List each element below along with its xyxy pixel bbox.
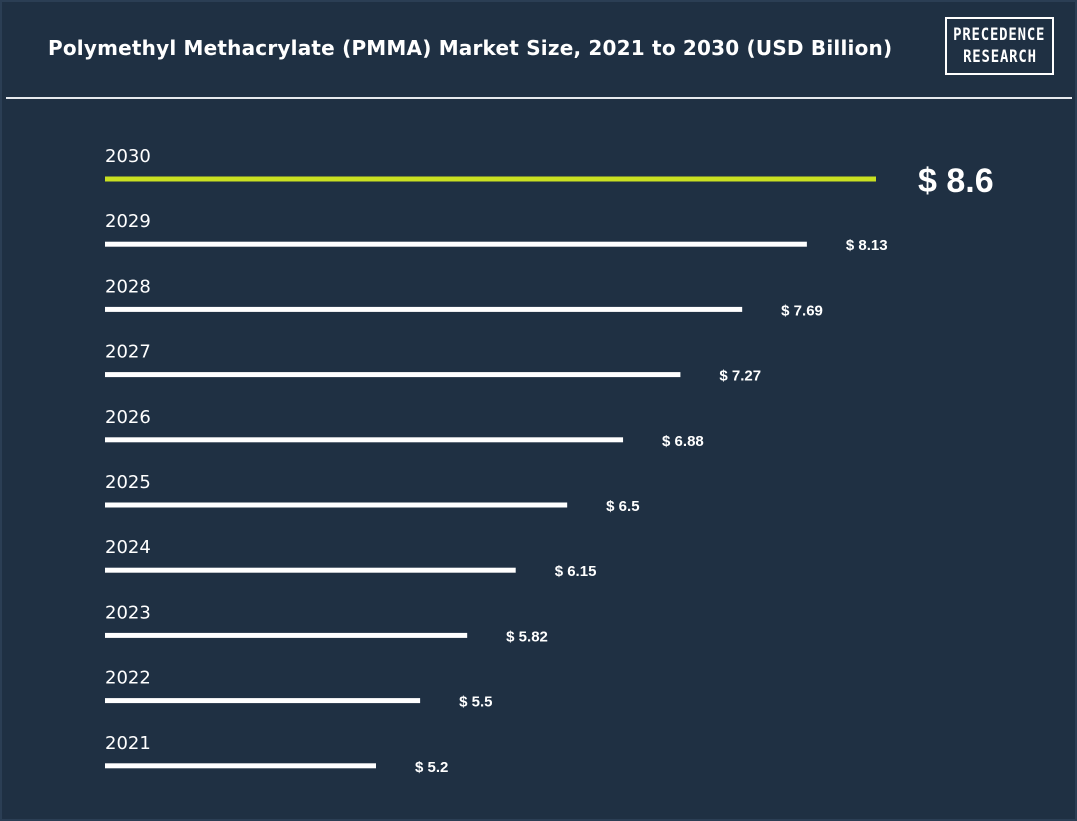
bar-2027 [105, 372, 681, 378]
category-label-2026: 2026 [105, 407, 151, 428]
bar-2026 [105, 437, 624, 443]
value-label-2030: $ 8.6 [918, 162, 994, 200]
value-label-2024: $ 6.15 [555, 563, 597, 580]
bar-2021 [105, 763, 376, 769]
bar-2025 [105, 502, 568, 508]
category-label-2025: 2025 [105, 472, 151, 493]
value-label-2023: $ 5.82 [506, 628, 548, 645]
category-label-2022: 2022 [105, 668, 151, 689]
logo-line-2: RESEARCH [962, 47, 1037, 67]
category-label-2027: 2027 [105, 342, 151, 363]
bar-2022 [105, 698, 421, 704]
bar-2024 [105, 567, 516, 573]
header-divider [6, 97, 1072, 99]
category-label-2023: 2023 [105, 602, 151, 623]
value-label-2029: $ 8.13 [846, 237, 888, 254]
value-label-2028: $ 7.69 [781, 302, 823, 319]
chart-title: Polymethyl Methacrylate (PMMA) Market Si… [48, 36, 893, 60]
value-label-2027: $ 7.27 [719, 368, 761, 385]
logo-line-1: PRECEDENCE [953, 25, 1046, 45]
category-label-2030: 2030 [105, 146, 151, 167]
bar-2029 [105, 241, 807, 247]
value-label-2021: $ 5.2 [415, 759, 448, 776]
bar-2028 [105, 306, 743, 312]
precedence-research-logo: PRECEDENCE RESEARCH [945, 17, 1054, 75]
category-label-2021: 2021 [105, 733, 151, 754]
category-label-2029: 2029 [105, 211, 151, 232]
bar-2023 [105, 632, 468, 638]
value-label-2026: $ 6.88 [662, 433, 704, 450]
category-label-2024: 2024 [105, 537, 151, 558]
value-label-2025: $ 6.5 [606, 498, 639, 515]
category-label-2028: 2028 [105, 276, 151, 297]
bar-2030 [105, 176, 876, 182]
value-label-2022: $ 5.5 [459, 694, 492, 711]
